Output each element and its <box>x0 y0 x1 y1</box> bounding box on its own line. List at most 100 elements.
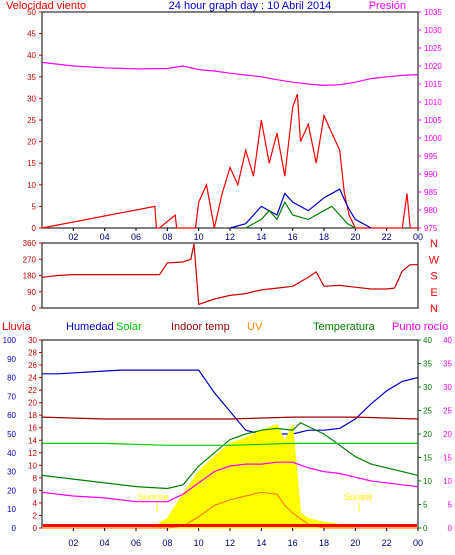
humidity-label: Humedad <box>66 321 114 333</box>
time-tick-label: 12 <box>225 232 235 242</box>
time-tick-label: 14 <box>256 232 266 242</box>
temperature-label: Temperatura <box>313 321 376 333</box>
rain-tick-label: 0 <box>33 524 38 533</box>
wind-time-ticks: 02 04 06 08 10 12 14 16 18 20 22 00 <box>68 228 423 242</box>
pressure-tick-label: 975 <box>424 224 438 233</box>
solar-label: Solar <box>116 321 142 333</box>
wind-tick-label: 30 <box>27 94 36 103</box>
pressure-tick-label: 1020 <box>424 62 442 71</box>
pressure-tick-label: 990 <box>424 170 438 179</box>
wind-series-line-3 <box>245 200 356 229</box>
wind-series <box>41 61 419 229</box>
humidity-axis-ticks: 0 10 20 30 40 50 60 70 80 90 100 <box>3 336 17 533</box>
pressure-tick-label: 1035 <box>424 8 442 17</box>
temp-tick-label: 5 <box>423 501 428 510</box>
temp-tick-label: 40 <box>423 336 432 345</box>
time-tick-label: 10 <box>194 232 204 242</box>
rain-label: Lluvia <box>2 321 32 333</box>
time-tick-label: 18 <box>319 538 329 548</box>
pressure-axis-ticks: 975 980 985 990 995 1000 1005 1010 1015 1020 1025 1… <box>418 8 442 233</box>
humidity-tick-label: 90 <box>7 355 16 364</box>
wind-tick-label: 40 <box>27 51 36 60</box>
wind-tick-label: 10 <box>27 181 36 190</box>
time-tick-label: 00 <box>413 538 423 548</box>
bottom-series-line-6 <box>42 442 418 446</box>
humidity-tick-label: 50 <box>7 430 16 439</box>
time-tick-label: 12 <box>225 538 235 548</box>
wind-series-line-2 <box>229 188 372 229</box>
direction-letter: W <box>429 254 440 266</box>
indoor-temp-label: Indoor temp <box>171 321 230 333</box>
pressure-tick-label: 1015 <box>424 80 442 89</box>
direction-degree-ticks: 0 90 180 270 360 <box>23 239 42 313</box>
dewpoint-tick-label: 35 <box>443 360 452 369</box>
direction-letter: S <box>430 271 437 283</box>
rain-tick-label: 28 <box>28 349 37 358</box>
bottom-series-line-2 <box>41 416 419 420</box>
pressure-tick-label: 995 <box>424 152 438 161</box>
dewpoint-tick-label: 0 <box>448 524 453 533</box>
temp-tick-label: 0 <box>423 524 428 533</box>
time-tick-label: 06 <box>131 538 141 548</box>
temperature-axis-ticks: 0 5 10 15 20 25 30 35 40 <box>418 336 432 533</box>
rain-tick-label: 10 <box>28 461 37 470</box>
time-tick-label: 08 <box>162 232 172 242</box>
time-tick-label: 02 <box>68 232 78 242</box>
wind-tick-label: 45 <box>27 30 36 39</box>
humidity-tick-label: 20 <box>7 486 16 495</box>
temp-tick-label: 10 <box>423 477 432 486</box>
dewpoint-tick-label: 10 <box>443 477 452 486</box>
rain-tick-label: 2 <box>33 511 38 520</box>
wind-tick-label: 25 <box>27 116 36 125</box>
rain-tick-label: 8 <box>33 474 38 483</box>
time-tick-label: 10 <box>194 538 204 548</box>
wind-tick-label: 0 <box>32 224 37 233</box>
bottom-series-line-5 <box>41 461 419 503</box>
wind-panel-frame <box>41 11 419 229</box>
time-tick-label: 16 <box>288 232 298 242</box>
humidity-tick-label: 40 <box>7 449 16 458</box>
direction-letter: E <box>430 287 437 299</box>
humidity-tick-label: 100 <box>3 336 17 345</box>
rain-tick-label: 24 <box>28 374 37 383</box>
chart-title: 24 hour graph day : 10 Abril 2014 <box>169 0 332 12</box>
dewpoint-tick-label: 30 <box>443 383 452 392</box>
temp-tick-label: 20 <box>423 430 432 439</box>
direction-tick-label: 0 <box>32 304 37 313</box>
rain-baseline <box>43 524 417 527</box>
wind-tick-label: 5 <box>32 202 37 211</box>
time-tick-label: 06 <box>131 232 141 242</box>
pressure-tick-label: 1000 <box>424 134 442 143</box>
time-tick-label: 22 <box>382 538 392 548</box>
dewpoint-axis-ticks: 0 5 10 15 20 25 30 35 40 <box>443 336 452 533</box>
wind-tick-label: 35 <box>27 73 36 82</box>
temp-tick-label: 35 <box>423 360 432 369</box>
time-tick-label: 16 <box>288 538 298 548</box>
humidity-tick-label: 0 <box>12 524 17 533</box>
wind-series-line-0 <box>41 93 418 229</box>
pressure-tick-label: 1005 <box>424 116 442 125</box>
rain-tick-label: 30 <box>28 336 37 345</box>
temp-tick-label: 30 <box>423 383 432 392</box>
dewpoint-tick-label: 15 <box>443 454 452 463</box>
direction-series-line-0 <box>41 243 418 306</box>
wind-series-line-1 <box>41 61 419 87</box>
dewpoint-tick-label: 25 <box>443 407 452 416</box>
time-tick-label: 18 <box>319 232 329 242</box>
direction-letter: N <box>430 303 438 315</box>
bottom-series-line-0 <box>42 369 419 435</box>
time-tick-label: 22 <box>382 232 392 242</box>
sunrise-label: Sunrise <box>138 492 169 502</box>
rain-tick-label: 18 <box>28 411 37 420</box>
rain-tick-label: 26 <box>28 361 37 370</box>
uv-label: UV <box>247 321 263 333</box>
sunset-label: Sunset <box>344 492 373 502</box>
rain-tick-label: 20 <box>28 399 37 408</box>
pressure-tick-label: 985 <box>424 188 438 197</box>
